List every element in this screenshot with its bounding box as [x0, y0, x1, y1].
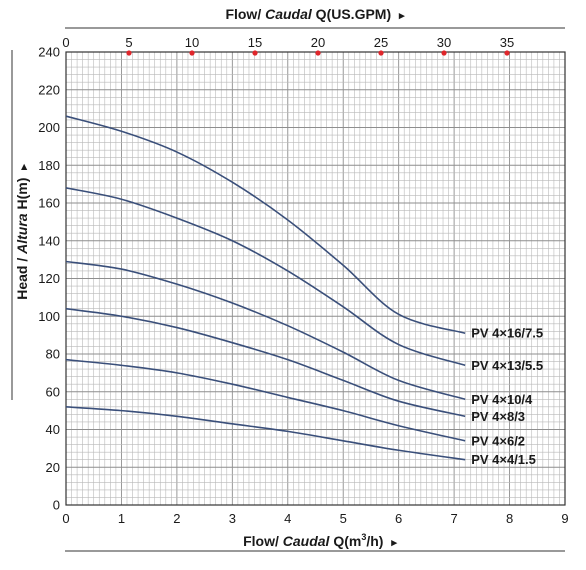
plot-frame [65, 51, 566, 506]
pump-curve-line [65, 406, 466, 461]
pump-curve-label: PV 4×6/2 [471, 433, 525, 448]
y-tick-label: 100 [38, 309, 60, 324]
x2-tick-label: 20 [311, 35, 325, 50]
bottom-axis-title: Flow/ Caudal Q(m3/h) ▸ [243, 532, 397, 549]
pump-curve-line [65, 358, 466, 442]
pump-curve-label: PV 4×13/5.5 [471, 358, 543, 373]
pump-curve-line [65, 115, 466, 335]
gpm-marker [252, 50, 258, 56]
x2-tick-label: 10 [185, 35, 199, 50]
gpm-marker [189, 50, 195, 56]
x-tick-label: 2 [173, 511, 180, 526]
x-tick-label: 0 [62, 511, 69, 526]
x-tick-label: 9 [561, 511, 568, 526]
gpm-marker [126, 50, 132, 56]
x2-tick-label: 0 [62, 35, 69, 50]
pump-curve-line [65, 260, 466, 401]
x2-tick-label: 25 [374, 35, 388, 50]
pump-curve-line [65, 307, 466, 418]
pump-curve-label: PV 4×16/7.5 [471, 326, 543, 341]
y-tick-label: 180 [38, 158, 60, 173]
pump-curve-label: PV 4×4/1.5 [471, 452, 536, 467]
pump-curve-label: PV 4×8/3 [471, 409, 525, 424]
gpm-marker [378, 50, 384, 56]
x2-tick-label: 5 [125, 35, 132, 50]
gpm-marker [315, 50, 321, 56]
y-axis-title: Head / Altura H(m) ▸ [14, 164, 30, 300]
y-tick-label: 240 [38, 45, 60, 60]
gpm-marker [504, 50, 510, 56]
y-tick-label: 40 [46, 422, 60, 437]
y-tick-label: 140 [38, 233, 60, 248]
x-tick-label: 8 [506, 511, 513, 526]
y-tick-label: 160 [38, 196, 60, 211]
chart-grid [66, 52, 565, 505]
pump-curve-label: PV 4×10/4 [471, 392, 533, 407]
x-tick-label: 7 [450, 511, 457, 526]
y-tick-label: 120 [38, 271, 60, 286]
y-tick-label: 60 [46, 384, 60, 399]
x-tick-label: 6 [395, 511, 402, 526]
pump-curve-line [65, 187, 466, 367]
axis-ticks: 0 1 2 3 4 5 6 7 8 9020406080100120140160180200220… [38, 35, 568, 526]
y-tick-label: 0 [53, 498, 60, 513]
x-tick-label: 5 [340, 511, 347, 526]
y-tick-label: 20 [46, 460, 60, 475]
y-tick-label: 80 [46, 347, 60, 362]
top-axis-title: Flow/ Caudal Q(US.GPM) ▸ [225, 6, 405, 22]
y-tick-label: 200 [38, 120, 60, 135]
x2-tick-label: 30 [437, 35, 451, 50]
x-tick-label: 3 [229, 511, 236, 526]
pump-curves: PV 4×16/7.5 PV 4×13/5.5 PV 4×10/4 PV 4×8/3 P… [65, 115, 543, 467]
y-tick-label: 220 [38, 82, 60, 97]
x2-tick-label: 15 [248, 35, 262, 50]
x2-tick-label: 35 [500, 35, 514, 50]
gpm-markers [126, 50, 510, 56]
x-tick-label: 1 [118, 511, 125, 526]
x-tick-label: 4 [284, 511, 291, 526]
gpm-marker [441, 50, 447, 56]
